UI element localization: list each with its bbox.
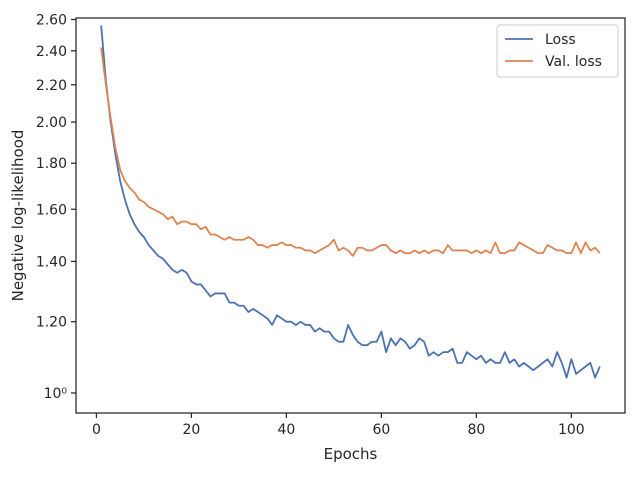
series-line-val-loss: [100, 47, 601, 257]
x-tick-label: 20: [182, 422, 200, 438]
x-tick-label: 100: [558, 422, 585, 438]
y-tick-label: 10⁰: [44, 386, 68, 402]
legend-label-val-loss: Val. loss: [545, 54, 602, 70]
axis-ticks: 0 20 40 60 80 100 10⁰ 1.20 1.40 1.60 1.80 2.00 2.20 2…: [36, 13, 585, 438]
x-tick-label: 60: [372, 422, 390, 438]
y-tick-label: 1.60: [36, 202, 67, 218]
plot-area-frame: [75, 17, 626, 414]
y-tick-label: 1.20: [36, 315, 67, 331]
x-tick-label: 80: [467, 422, 485, 438]
y-tick-label: 2.20: [36, 78, 67, 94]
y-axis-label: Negative log-likelihood: [9, 130, 27, 302]
x-tick-label: 40: [277, 422, 295, 438]
legend: Loss Val. loss: [496, 24, 619, 78]
y-tick-label: 2.40: [36, 44, 67, 60]
series-line-loss: [100, 25, 601, 379]
y-tick-label: 2.00: [36, 115, 67, 131]
y-tick-label: 1.80: [36, 156, 67, 172]
y-tick-label: 2.60: [36, 13, 67, 29]
x-axis-label: Epochs: [324, 445, 378, 463]
series-lines: [100, 25, 601, 379]
y-tick-label: 1.40: [36, 254, 67, 270]
x-tick-label: 0: [92, 422, 101, 438]
legend-box: [496, 24, 619, 78]
legend-label-loss: Loss: [545, 32, 576, 48]
